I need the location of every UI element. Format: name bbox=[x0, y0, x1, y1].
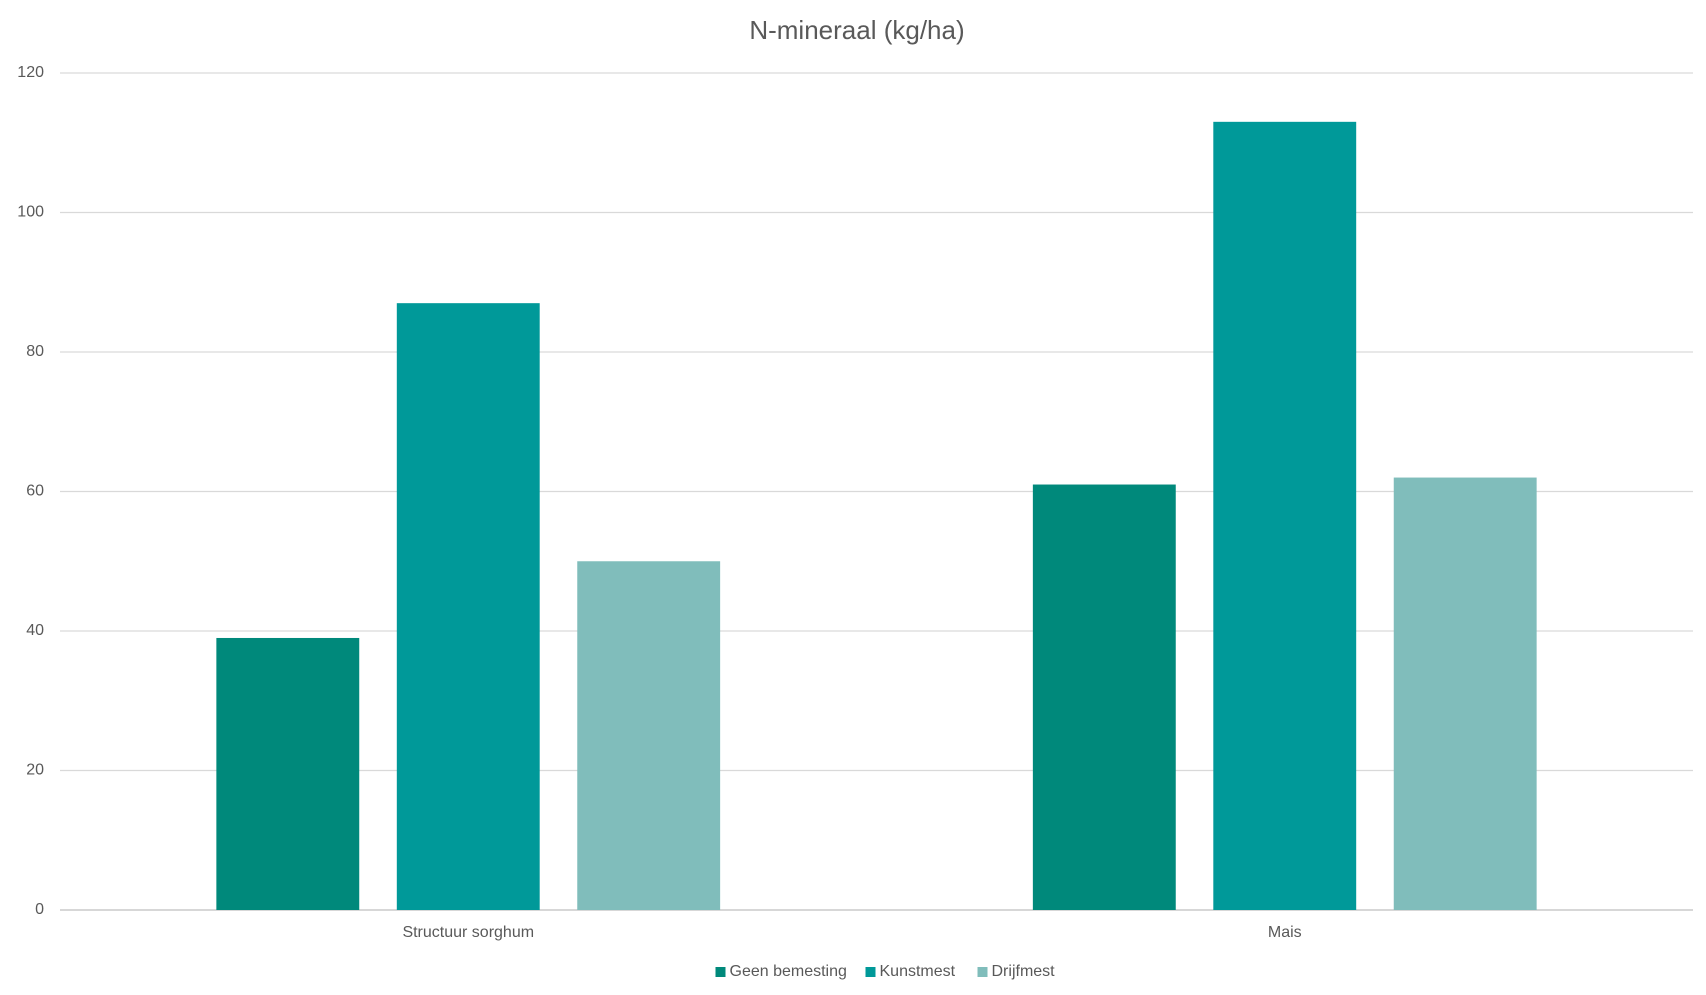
bar bbox=[396, 303, 540, 910]
x-tick-label: Mais bbox=[1268, 924, 1302, 941]
bar bbox=[1213, 121, 1357, 910]
y-tick-label: 120 bbox=[17, 64, 44, 81]
x-tick-label: Structuur sorghum bbox=[402, 924, 534, 941]
bar bbox=[577, 561, 721, 910]
chart-title: N-mineraal (kg/ha) bbox=[749, 15, 964, 45]
legend-label: Geen bemesting bbox=[730, 963, 847, 980]
bar bbox=[1393, 477, 1537, 910]
legend-swatch bbox=[865, 967, 876, 977]
y-tick-label: 40 bbox=[26, 622, 44, 639]
y-tick-label: 20 bbox=[26, 762, 44, 779]
y-tick-label: 60 bbox=[26, 483, 44, 500]
bar bbox=[1032, 484, 1176, 910]
legend-label: Drijfmest bbox=[992, 963, 1056, 980]
y-tick-label: 0 bbox=[35, 901, 44, 918]
legend-swatch bbox=[977, 967, 988, 977]
legend-label: Kunstmest bbox=[880, 963, 956, 980]
y-tick-label: 100 bbox=[17, 204, 44, 221]
y-tick-label: 80 bbox=[26, 343, 44, 360]
legend-swatch bbox=[715, 967, 726, 977]
bar bbox=[216, 637, 360, 910]
